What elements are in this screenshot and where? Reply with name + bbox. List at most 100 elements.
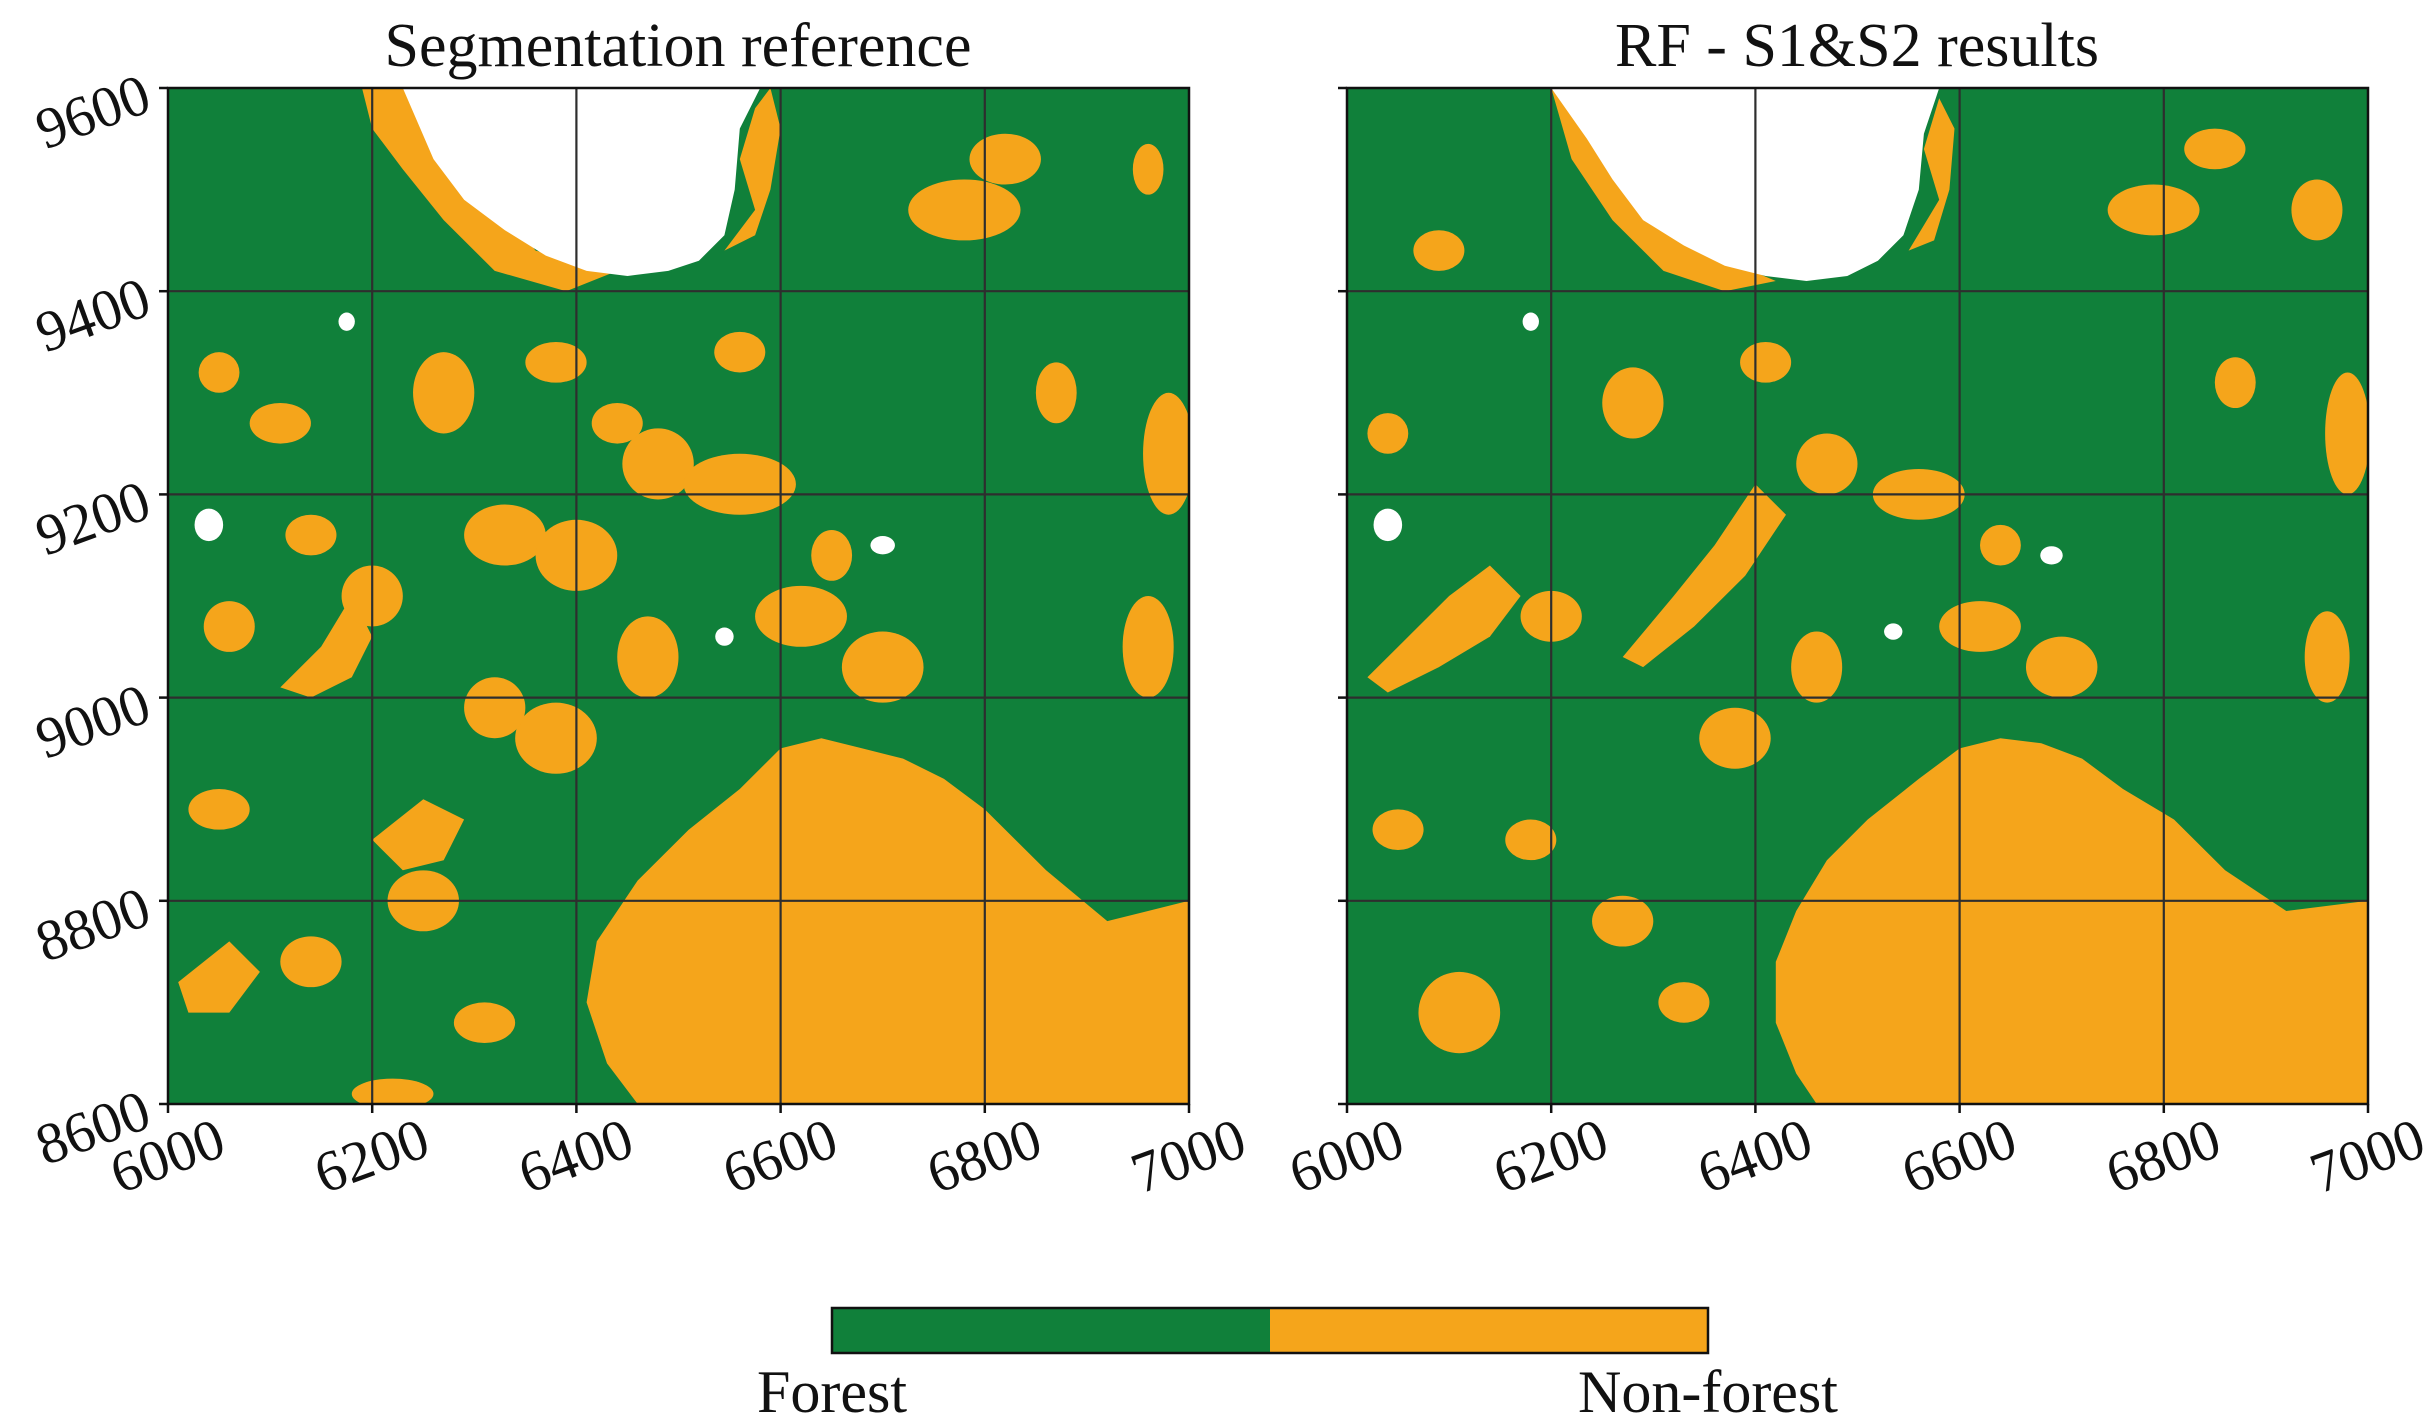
- nonforest-region: [1908, 98, 1955, 251]
- nonforest-region: [464, 504, 546, 566]
- no-data-region: [1522, 312, 1539, 331]
- x-tick-label: 6400: [510, 1105, 641, 1206]
- no-data-region: [1551, 88, 1940, 281]
- nonforest-region: [1122, 596, 1174, 698]
- left-map-area: [168, 88, 1189, 1104]
- panel-segmentation-reference: Segmentation reference 6000 6200 6400 6600 6…: [27, 12, 1254, 1206]
- nonforest-region: [2107, 184, 2200, 236]
- nonforest-region: [2304, 611, 2350, 703]
- nonforest-region: [586, 738, 1189, 1104]
- nonforest-region: [280, 596, 373, 698]
- nonforest-region: [1791, 631, 1843, 703]
- no-data-region: [1884, 623, 1903, 640]
- nonforest-region: [178, 941, 260, 1013]
- nonforest-region: [2291, 179, 2343, 241]
- x-tick-label: 7000: [1123, 1105, 1254, 1206]
- nonforest-region: [1980, 524, 2021, 566]
- y-tick-label: 8800: [27, 874, 158, 975]
- no-data-region: [338, 312, 355, 331]
- nonforest-region: [622, 428, 694, 500]
- nonforest-region: [285, 514, 337, 556]
- left-x-axis: 6000 6200 6400 6600 6800 7000: [102, 1104, 1254, 1206]
- x-tick-label: 6600: [714, 1105, 845, 1206]
- y-tick-label: 9200: [27, 468, 158, 569]
- nonforest-region: [683, 453, 796, 515]
- panel-rf-s1s2-results: RF - S1&S2 results 6000 6200 6400 6600 6800 7…: [1281, 12, 2433, 1206]
- nonforest-region: [1372, 809, 1424, 850]
- x-tick-label: 6400: [1689, 1105, 1820, 1206]
- colorbar-frame: [830, 1306, 1710, 1355]
- nonforest-region: [1699, 707, 1771, 769]
- left-panel-title: Segmentation reference: [385, 12, 972, 80]
- y-tick-label: 9600: [27, 61, 158, 162]
- x-tick-label: 6800: [919, 1105, 1050, 1206]
- no-data-region: [402, 88, 761, 276]
- no-data-region: [1373, 508, 1403, 542]
- nonforest-region: [1035, 362, 1077, 424]
- x-tick-label: 6800: [2098, 1105, 2229, 1206]
- nonforest-region: [188, 789, 250, 830]
- nonforest-region: [1367, 565, 1521, 693]
- x-tick-label: 7000: [2302, 1105, 2433, 1206]
- nonforest-region: [372, 799, 465, 871]
- nonforest-region: [908, 179, 1021, 241]
- nonforest-region: [464, 677, 526, 739]
- nonforest-region: [2325, 372, 2368, 495]
- nonforest-region: [1775, 738, 2368, 1104]
- left-gridlines: [168, 88, 1189, 1104]
- y-tick-label: 9400: [27, 264, 158, 365]
- nonforest-region: [1413, 230, 1465, 271]
- no-data-region: [194, 508, 224, 542]
- nonforest-region: [1658, 982, 1710, 1023]
- colorbar-label-nonforest: Non-forest: [1578, 1359, 1838, 1425]
- nonforest-region: [811, 529, 853, 581]
- colorbar-label-forest: Forest: [757, 1359, 907, 1425]
- nonforest-region: [724, 88, 781, 251]
- nonforest-region: [515, 702, 597, 774]
- x-tick-label: 6000: [1281, 1105, 1412, 1206]
- nonforest-region: [1592, 895, 1654, 947]
- nonforest-region: [591, 402, 643, 444]
- nonforest-region: [2184, 128, 2246, 170]
- nonforest-region: [2214, 357, 2256, 409]
- nonforest-region: [1143, 392, 1189, 515]
- nonforest-region: [1602, 367, 1664, 439]
- right-axes-frame: [1345, 86, 2370, 1106]
- x-tick-label: 6200: [1485, 1105, 1616, 1206]
- nonforest-region: [413, 352, 475, 434]
- nonforest-region: [969, 133, 1041, 185]
- nonforest-region: [203, 601, 255, 652]
- nonforest-region: [1132, 143, 1164, 195]
- nonforest-region: [1418, 971, 1501, 1054]
- nonforest-region: [198, 352, 240, 393]
- right-gridlines: [1347, 88, 2368, 1104]
- right-map-area: [1347, 88, 2368, 1104]
- nonforest-region: [2025, 636, 2098, 698]
- nonforest-region: [617, 616, 679, 698]
- right-x-axis: 6000 6200 6400 6600 6800 7000: [1281, 1104, 2433, 1206]
- nonforest-region: [249, 402, 311, 444]
- right-y-axis: [1338, 86, 1347, 1106]
- nonforest-region: [1740, 342, 1792, 383]
- colorbar-forest-segment: [832, 1308, 1270, 1353]
- nonforest-region: [1505, 819, 1557, 861]
- nonforest-region: [453, 1002, 516, 1044]
- nonforest-region: [525, 342, 587, 383]
- x-tick-label: 6200: [306, 1105, 437, 1206]
- no-data-region: [870, 536, 895, 555]
- nonforest-region: [1622, 484, 1786, 668]
- nonforest-region: [280, 936, 342, 988]
- colorbar-nonforest-segment: [1270, 1308, 1708, 1353]
- x-tick-label: 6600: [1893, 1105, 2024, 1206]
- nonforest-region: [1367, 413, 1409, 454]
- y-tick-label: 9000: [27, 671, 158, 772]
- no-data-region: [2040, 546, 2063, 565]
- nonforest-region: [841, 631, 924, 703]
- nonforest-region: [1939, 601, 2021, 652]
- class-colorbar: Forest Non-forest: [757, 1306, 1838, 1425]
- right-panel-title: RF - S1&S2 results: [1615, 12, 2099, 80]
- left-axes-frame: [166, 86, 1191, 1106]
- nonforest-region: [714, 331, 766, 373]
